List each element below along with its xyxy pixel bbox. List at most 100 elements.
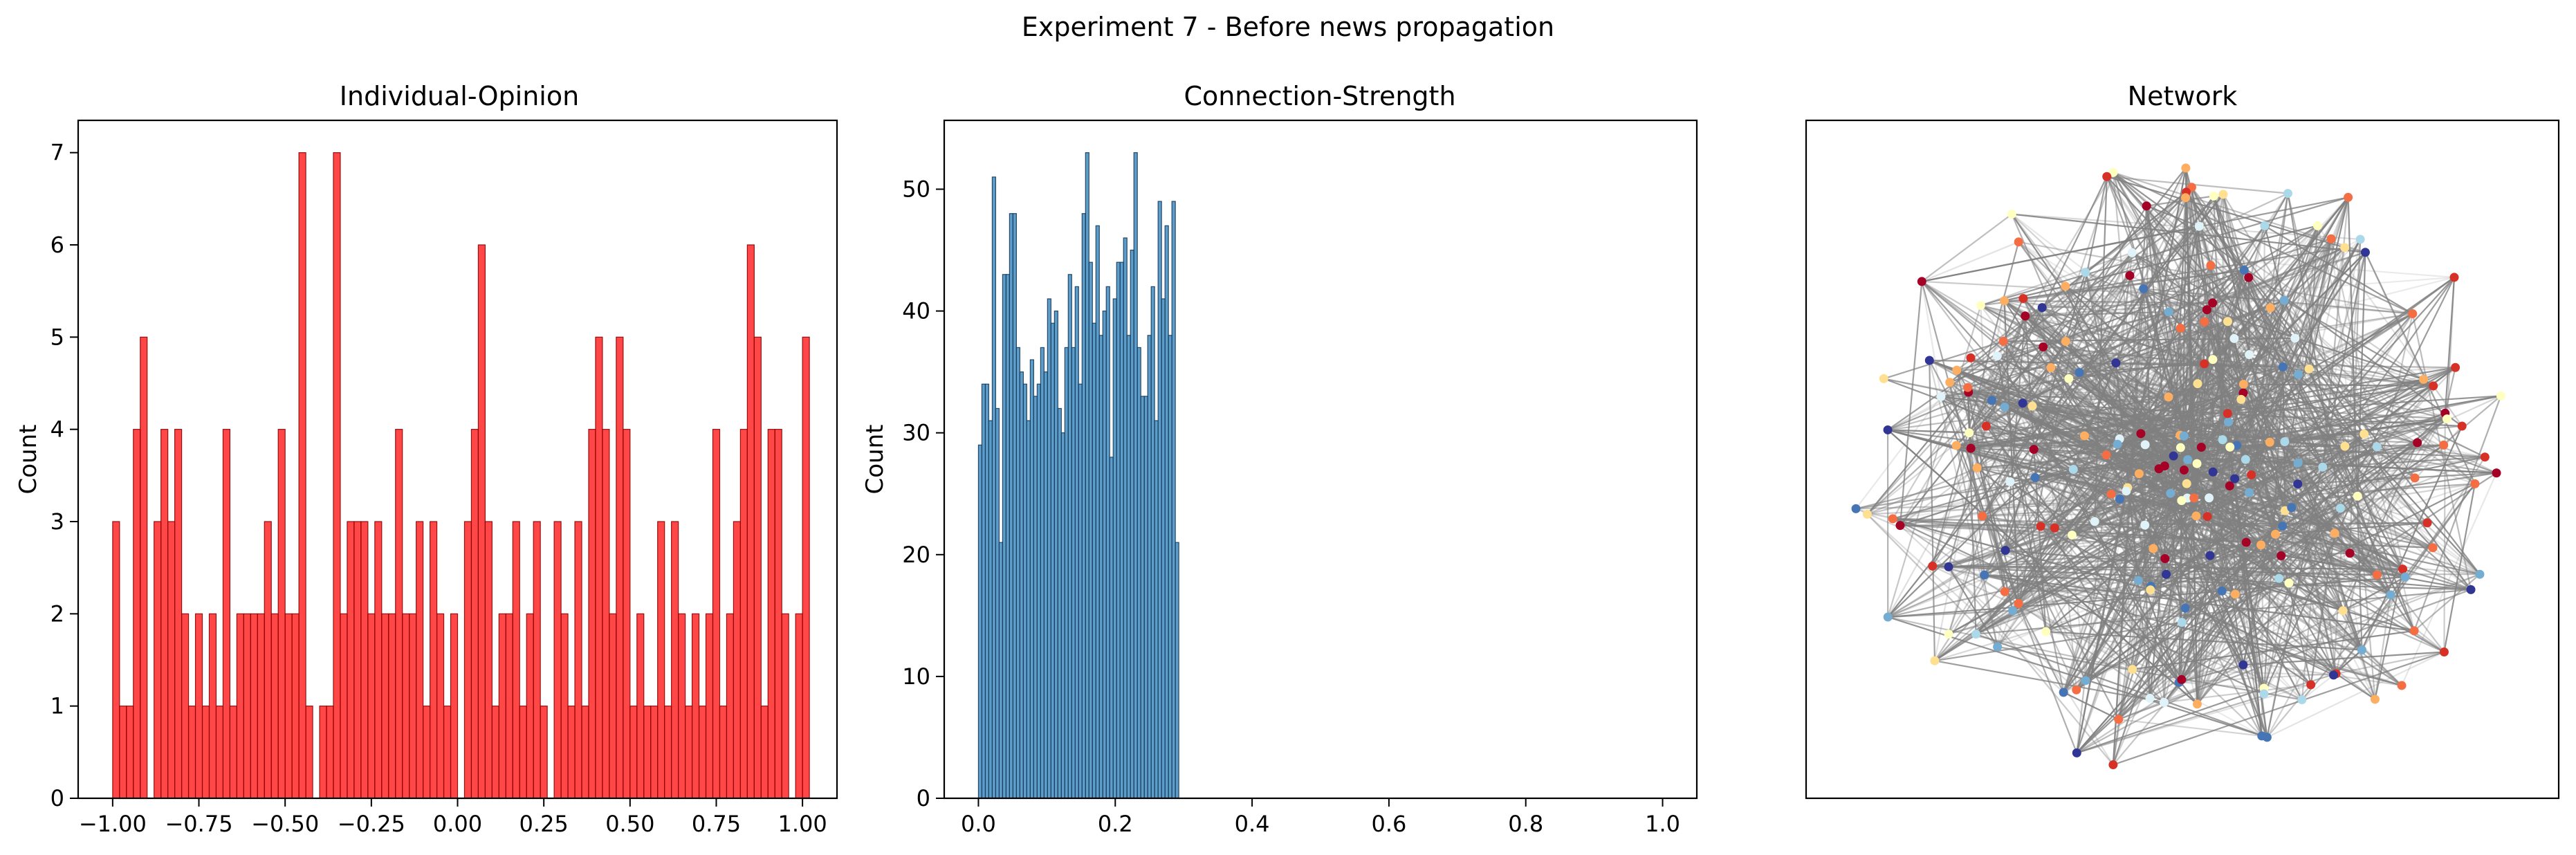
network-edge: [2364, 252, 2476, 484]
network-node: [2344, 192, 2353, 202]
network-edge: [1956, 366, 2283, 447]
network-node: [2278, 362, 2288, 371]
network-node: [2355, 235, 2365, 244]
network-edge: [2297, 472, 2497, 485]
network-edge: [1922, 280, 2285, 302]
network-edge: [2181, 399, 2242, 623]
network-edge: [2196, 447, 2231, 704]
opinion-histogram-bar: [477, 244, 486, 799]
network-edge: [2361, 425, 2463, 650]
strength-histogram-bar: [1019, 371, 1024, 799]
network-node: [2108, 167, 2118, 177]
network-node: [1965, 428, 1974, 438]
network-node: [1980, 570, 1989, 580]
network-edge: [2149, 374, 2299, 699]
network-node: [2175, 443, 2185, 452]
network-node: [2245, 488, 2254, 497]
network-edge: [1887, 305, 1982, 618]
network-edge: [2075, 277, 2455, 690]
opinion-histogram-bar: [712, 429, 721, 799]
network-edge: [1949, 381, 2377, 576]
strength-histogram-bar: [1123, 237, 1128, 799]
network-edge: [1940, 396, 1987, 427]
strength-histogram-bar: [1088, 261, 1093, 799]
network-node: [2359, 429, 2369, 439]
network-edge: [2179, 664, 2244, 683]
network-edge: [2281, 444, 2445, 557]
network-edge: [2335, 313, 2413, 674]
network-edge: [2003, 300, 2020, 604]
strength-histogram-bar: [1064, 347, 1069, 799]
strength-histogram-bar: [1171, 201, 1176, 799]
strength-histogram-bar: [1102, 310, 1107, 799]
network-edge: [1956, 369, 2142, 434]
network-node: [2293, 458, 2303, 468]
network-edge: [1976, 467, 2128, 489]
network-node: [2081, 268, 2090, 277]
opinion-histogram-bar: [609, 613, 617, 799]
network-node: [2179, 466, 2189, 475]
network-node: [2244, 273, 2254, 282]
opinion-histogram-bar: [133, 429, 141, 799]
network-node: [2145, 693, 2155, 703]
network-node: [2238, 660, 2248, 670]
network-node: [1936, 392, 1946, 401]
network-node: [2475, 569, 2485, 579]
network-edge: [2003, 340, 2151, 591]
strength-histogram-bar: [1057, 407, 1062, 799]
network-edge: [2115, 362, 2476, 485]
network-edge: [2075, 239, 2362, 690]
network-node: [2114, 715, 2124, 724]
opinion-histogram-bar: [733, 521, 741, 799]
network-edge: [2018, 241, 2413, 315]
network-edge: [2094, 176, 2108, 522]
opinion-histogram-bar: [491, 706, 499, 799]
network-edge: [2004, 225, 2318, 302]
network-node: [2225, 481, 2234, 490]
strength-histogram-bar: [1005, 274, 1011, 799]
network-node: [2247, 470, 2256, 479]
network-node: [2223, 417, 2233, 427]
network-node: [2318, 462, 2328, 472]
network-edge: [2164, 197, 2187, 466]
network-edge: [2153, 547, 2344, 612]
network-edge: [1956, 445, 2146, 526]
network-node: [1963, 383, 1973, 392]
network-edge: [2357, 495, 2416, 632]
network-edge: [2247, 277, 2250, 355]
network-node: [2274, 573, 2284, 583]
opinion-histogram-bar: [512, 521, 520, 799]
opinion-histogram-bar: [229, 706, 237, 799]
network-edge: [2004, 439, 2223, 593]
opinion-histogram-bar: [602, 429, 610, 799]
network-node: [2140, 440, 2150, 450]
opinion-histogram-bar: [650, 706, 659, 799]
strength-histogram-bar: [998, 542, 1004, 799]
network-edge: [1931, 341, 2005, 567]
network-edge: [1887, 525, 2283, 618]
network-node: [2217, 586, 2227, 596]
opinion-histogram-bar: [222, 429, 231, 799]
network-edge: [1899, 172, 2114, 526]
network-edge: [2117, 487, 2128, 719]
opinion-histogram-bar: [753, 336, 762, 799]
network-edge: [2243, 651, 2445, 666]
network-node: [2470, 479, 2480, 488]
opinion-histogram-bar: [388, 613, 396, 799]
network-edge: [2308, 197, 2349, 369]
network-edge: [2413, 395, 2502, 632]
network-node: [2372, 442, 2382, 452]
network-edge: [2349, 412, 2446, 554]
strength-histogram-bar: [1033, 396, 1038, 799]
network-node: [2205, 493, 2214, 503]
network-edge: [2138, 532, 2335, 582]
network-edge: [2233, 338, 2312, 686]
opinion-histogram-bar: [760, 706, 769, 799]
network-edge: [2243, 392, 2285, 443]
network-edge: [1948, 566, 2114, 766]
network-node: [2036, 522, 2045, 531]
network-edge: [1921, 241, 2019, 282]
opinion-histogram-bar: [250, 613, 258, 799]
network-edge: [2012, 213, 2366, 253]
